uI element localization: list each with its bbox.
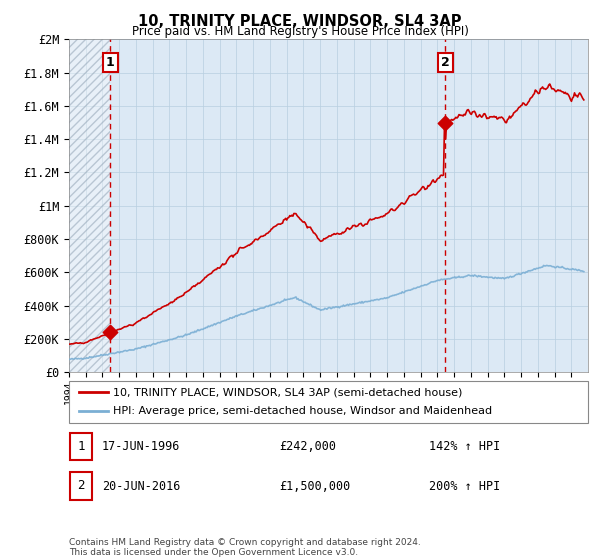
Text: Price paid vs. HM Land Registry's House Price Index (HPI): Price paid vs. HM Land Registry's House … bbox=[131, 25, 469, 38]
Text: 1: 1 bbox=[77, 440, 85, 453]
Text: 10, TRINITY PLACE, WINDSOR, SL4 3AP: 10, TRINITY PLACE, WINDSOR, SL4 3AP bbox=[138, 14, 462, 29]
Text: 2: 2 bbox=[440, 56, 449, 69]
Text: £242,000: £242,000 bbox=[279, 440, 336, 454]
Bar bbox=[69, 39, 110, 372]
Text: HPI: Average price, semi-detached house, Windsor and Maidenhead: HPI: Average price, semi-detached house,… bbox=[113, 407, 492, 417]
Point bbox=[106, 328, 115, 337]
Text: 142% ↑ HPI: 142% ↑ HPI bbox=[429, 440, 500, 454]
Text: 17-JUN-1996: 17-JUN-1996 bbox=[102, 440, 181, 454]
Text: 2: 2 bbox=[77, 479, 85, 492]
Text: Contains HM Land Registry data © Crown copyright and database right 2024.
This d: Contains HM Land Registry data © Crown c… bbox=[69, 538, 421, 557]
Text: 10, TRINITY PLACE, WINDSOR, SL4 3AP (semi-detached house): 10, TRINITY PLACE, WINDSOR, SL4 3AP (sem… bbox=[113, 387, 463, 397]
Point bbox=[440, 118, 450, 127]
Text: 1: 1 bbox=[106, 56, 115, 69]
Text: £1,500,000: £1,500,000 bbox=[279, 479, 350, 493]
Text: 20-JUN-2016: 20-JUN-2016 bbox=[102, 479, 181, 493]
Bar bbox=[69, 39, 110, 372]
Text: 200% ↑ HPI: 200% ↑ HPI bbox=[429, 479, 500, 493]
